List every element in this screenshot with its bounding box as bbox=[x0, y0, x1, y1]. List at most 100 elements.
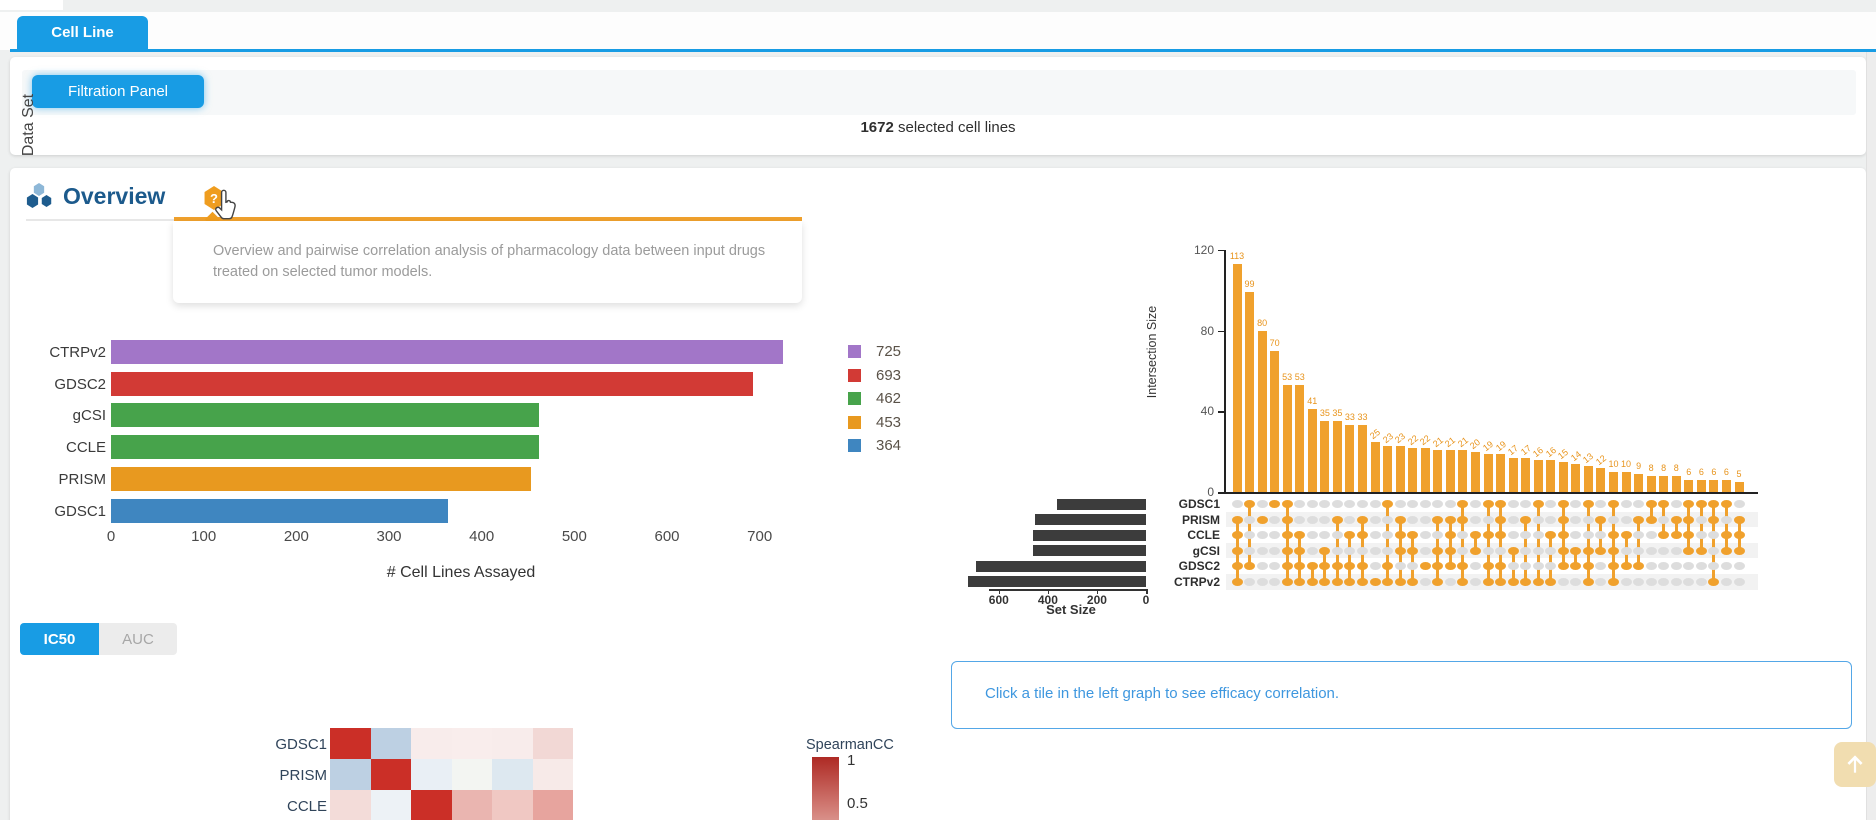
upset-bar-value: 70 bbox=[1269, 337, 1280, 348]
upset-dot-empty bbox=[1344, 546, 1356, 555]
upset-dot-empty bbox=[1708, 531, 1720, 540]
upset-dot-empty bbox=[1469, 562, 1481, 571]
upset-dot-empty bbox=[1507, 531, 1519, 540]
upset-dot-member bbox=[1532, 500, 1544, 508]
toggle-ic50-label: IC50 bbox=[43, 630, 76, 648]
upset-dot-member bbox=[1331, 577, 1343, 586]
heatmap-cell[interactable] bbox=[330, 728, 371, 759]
heatmap-cell[interactable] bbox=[330, 759, 371, 790]
upset-bar bbox=[1709, 479, 1719, 492]
tab-cell-line[interactable]: Cell Line bbox=[17, 16, 148, 49]
toggle-auc-button[interactable]: AUC bbox=[99, 623, 177, 655]
upset-dot-empty bbox=[1469, 500, 1481, 508]
upset-y-tick-label: 80 bbox=[1200, 323, 1214, 338]
upset-dot-member bbox=[1357, 562, 1368, 571]
heatmap-cell[interactable] bbox=[451, 790, 492, 820]
upset-dot-member bbox=[1331, 515, 1343, 524]
heatmap-cell[interactable] bbox=[370, 728, 411, 759]
upset-dot-empty bbox=[1658, 577, 1670, 586]
upset-dot-member bbox=[1432, 546, 1444, 555]
upset-dot-member bbox=[1608, 500, 1619, 508]
upset-bar bbox=[1433, 449, 1443, 492]
upset-dot-empty bbox=[1720, 577, 1732, 586]
tab-bar-underline bbox=[10, 49, 1876, 52]
upset-dot-empty bbox=[1306, 531, 1318, 540]
heatmap-cell[interactable] bbox=[411, 759, 452, 790]
heatmap-cell[interactable] bbox=[532, 790, 573, 820]
upset-dot-empty bbox=[1608, 515, 1619, 524]
legend-label: 453 bbox=[876, 413, 902, 431]
upset-dot-empty bbox=[1570, 515, 1582, 524]
heatmap-cell[interactable] bbox=[492, 759, 533, 790]
legend-swatch bbox=[848, 439, 861, 452]
heatmap-cell[interactable] bbox=[411, 790, 452, 820]
set-size-tick bbox=[1146, 589, 1148, 594]
upset-dot-member bbox=[1394, 577, 1406, 586]
upset-dot-member bbox=[1695, 500, 1707, 508]
help-icon[interactable]: ? bbox=[204, 186, 224, 210]
bar-x-tick-label: 200 bbox=[283, 528, 309, 545]
heatmap-cell[interactable] bbox=[532, 728, 573, 759]
upset-dot-member bbox=[1570, 562, 1582, 571]
upset-dot-empty bbox=[1720, 515, 1732, 524]
upset-dot-empty bbox=[1331, 546, 1343, 555]
upset-y-axis-title: Intersection Size bbox=[1145, 305, 1159, 399]
upset-dot-member bbox=[1457, 515, 1469, 524]
upset-dot-member bbox=[1620, 531, 1632, 540]
heatmap-cell[interactable] bbox=[411, 728, 452, 759]
bar bbox=[111, 371, 754, 396]
heatmap-cell[interactable] bbox=[492, 728, 533, 759]
heatmap-cell[interactable] bbox=[370, 790, 411, 820]
upset-dot-empty bbox=[1444, 577, 1456, 586]
heatmap-cell[interactable] bbox=[370, 759, 411, 790]
heatmap-cell[interactable] bbox=[532, 759, 573, 790]
filtration-panel-button[interactable]: Filtration Panel bbox=[32, 75, 204, 108]
toggle-ic50-button[interactable]: IC50 bbox=[20, 623, 99, 655]
upset-dot-empty bbox=[1620, 500, 1632, 508]
upset-bar-value: 35 bbox=[1332, 408, 1343, 419]
upset-dot-empty bbox=[1357, 500, 1368, 508]
heatmap-cell[interactable] bbox=[451, 728, 492, 759]
upset-dot-empty bbox=[1620, 577, 1632, 586]
upset-bar bbox=[1395, 445, 1405, 492]
upset-bar bbox=[1295, 385, 1305, 492]
upset-dot-empty bbox=[1344, 515, 1356, 524]
upset-bar-value: 33 bbox=[1344, 412, 1355, 423]
upset-dot-empty bbox=[1633, 577, 1645, 586]
upset-connector bbox=[1298, 535, 1302, 582]
heatmap-cell[interactable] bbox=[451, 759, 492, 790]
upset-bar bbox=[1734, 481, 1744, 492]
upset-dot-empty bbox=[1658, 515, 1670, 524]
upset-connector bbox=[1499, 504, 1503, 582]
upset-dot-empty bbox=[1269, 531, 1281, 540]
upset-dot-empty bbox=[1495, 546, 1507, 555]
upset-dot-member bbox=[1281, 515, 1293, 524]
upset-dot-empty bbox=[1482, 546, 1494, 555]
legend-swatch bbox=[848, 415, 861, 429]
upset-bar-value: 6 bbox=[1711, 466, 1717, 477]
scroll-to-top-button[interactable] bbox=[1834, 742, 1876, 787]
upset-y-tick bbox=[1218, 411, 1224, 413]
upset-dot-empty bbox=[1407, 500, 1419, 508]
upset-set-label: PRISM bbox=[1181, 512, 1220, 527]
vertical-scrollbar[interactable] bbox=[1866, 52, 1876, 820]
upset-dot-member bbox=[1495, 577, 1507, 586]
upset-dot-member bbox=[1319, 577, 1331, 586]
upset-dot-member bbox=[1407, 577, 1419, 586]
heatmap-cell[interactable] bbox=[492, 790, 533, 820]
upset-dot-member bbox=[1482, 500, 1494, 508]
spearman-tick-1: 1 bbox=[847, 752, 856, 769]
upset-dot-empty bbox=[1306, 546, 1318, 555]
upset-bar-value: 80 bbox=[1257, 317, 1268, 328]
heatmap-cell[interactable] bbox=[330, 790, 371, 820]
legend-swatch bbox=[848, 345, 861, 358]
upset-y-tick bbox=[1218, 492, 1224, 494]
upset-connector bbox=[1574, 550, 1578, 567]
upset-dot-member bbox=[1344, 562, 1356, 571]
upset-dot-empty bbox=[1520, 562, 1532, 571]
upset-dot-empty bbox=[1520, 500, 1532, 508]
upset-dot-empty bbox=[1269, 562, 1281, 571]
upset-dot-member bbox=[1645, 515, 1657, 524]
